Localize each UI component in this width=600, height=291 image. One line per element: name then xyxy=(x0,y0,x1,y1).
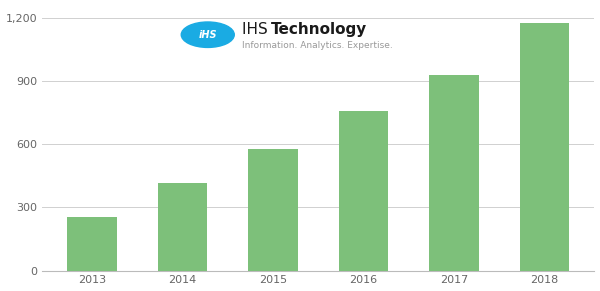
Circle shape xyxy=(181,22,234,47)
Bar xyxy=(520,24,569,271)
Text: IHS: IHS xyxy=(242,22,272,38)
Bar xyxy=(429,75,479,271)
Text: iHS: iHS xyxy=(199,30,217,40)
Text: Technology: Technology xyxy=(271,22,367,38)
Bar xyxy=(67,217,117,271)
Bar xyxy=(158,183,208,271)
Bar xyxy=(248,149,298,271)
Bar xyxy=(338,111,388,271)
Text: Information. Analytics. Expertise.: Information. Analytics. Expertise. xyxy=(242,41,393,50)
